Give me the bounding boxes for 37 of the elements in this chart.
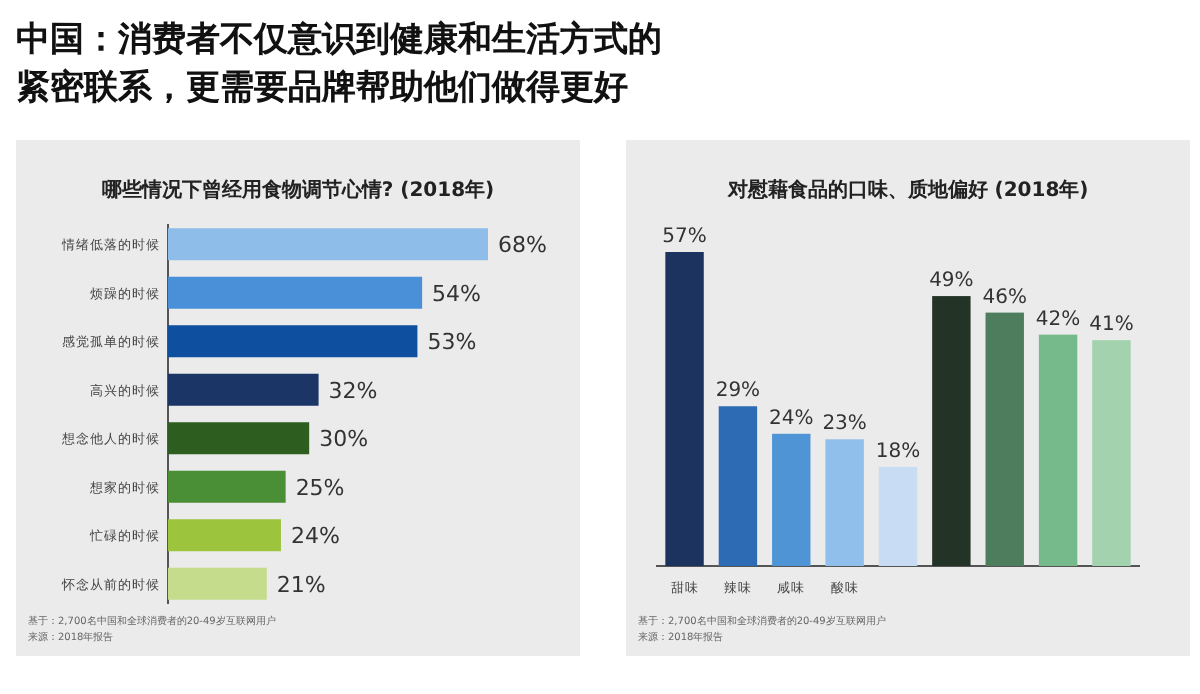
data-label: 53% [427, 329, 477, 356]
data-label: 54% [432, 280, 482, 307]
data-label: 18% [875, 440, 921, 463]
data-label: 42% [1035, 308, 1081, 331]
data-label: 23% [822, 413, 867, 436]
data-label: 29% [715, 380, 761, 403]
bar [772, 433, 811, 566]
bar [665, 252, 704, 566]
chart-title: 对慰藉食品的口味、质地偏好 (2018年) [725, 178, 1089, 202]
data-label: 30% [319, 426, 369, 453]
bar [168, 567, 267, 600]
bar [168, 519, 281, 552]
data-label: 57% [662, 226, 707, 248]
bar [168, 276, 423, 309]
data-label: 49% [929, 270, 974, 293]
bar [168, 325, 418, 358]
bar [878, 466, 918, 566]
data-label: 41% [1089, 314, 1134, 337]
bar [168, 373, 319, 406]
data-label: 24% [290, 523, 340, 550]
data-label: 25% [295, 474, 345, 501]
bar [168, 470, 286, 503]
text: 中国：消费者不仅意识到健康和生活方式的紧密联系，更需要品牌帮助他们做得更好 [16, 20, 662, 108]
bar [825, 439, 864, 566]
bar [985, 312, 1024, 566]
bar [932, 296, 971, 566]
bar [168, 422, 310, 455]
bar [1038, 334, 1078, 566]
bar [168, 228, 488, 261]
bar [1092, 340, 1131, 566]
data-label: 46% [982, 286, 1027, 309]
data-label: 24% [769, 407, 814, 430]
data-label: 21% [276, 571, 326, 598]
data-label: 68% [498, 232, 547, 259]
chart-title: 哪些情况下曾经用食物调节心情? (2018年) [101, 178, 495, 202]
bar [718, 406, 758, 566]
data-label: 32% [328, 377, 378, 404]
